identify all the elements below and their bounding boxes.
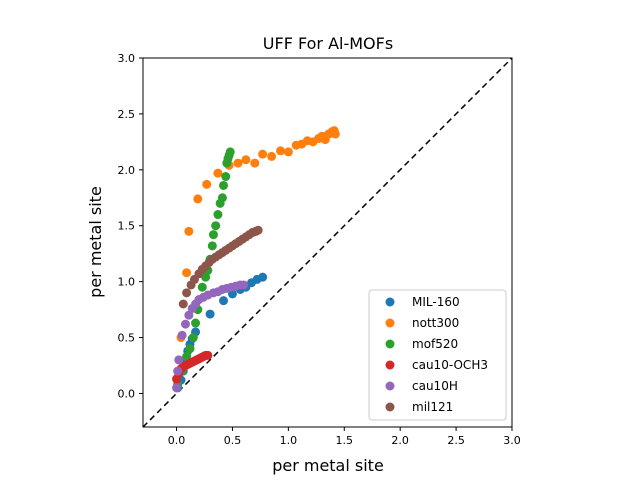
data-point xyxy=(283,147,293,157)
y-axis-label: per metal site xyxy=(86,186,105,298)
data-point xyxy=(197,282,207,292)
data-point xyxy=(185,344,195,354)
data-point xyxy=(258,149,268,159)
data-point xyxy=(219,296,229,306)
legend-marker xyxy=(385,318,395,328)
y-tick-label: 1.5 xyxy=(118,220,136,233)
data-point xyxy=(202,179,212,189)
data-point xyxy=(225,147,235,157)
parity-reference-line xyxy=(142,57,513,428)
plot-frame xyxy=(142,57,513,428)
legend-marker xyxy=(385,381,395,391)
data-point xyxy=(203,350,213,360)
axis-ticks: 0.0 0.5 1.0 1.5 2.0 2.5 3.0 0.0 0.5 1.0 1.5 2.0 2.5 3… xyxy=(118,52,521,447)
series-cau10H xyxy=(172,280,249,393)
data-point xyxy=(276,146,286,156)
y-tick-label: 2.0 xyxy=(118,164,136,177)
x-tick-label: 0.5 xyxy=(224,434,242,447)
data-point xyxy=(258,272,268,282)
y-tick-label: 2.5 xyxy=(118,108,136,121)
data-point xyxy=(177,330,187,340)
x-tick-label: 0.0 xyxy=(168,434,186,447)
data-point xyxy=(188,333,198,343)
legend-box xyxy=(368,289,507,421)
data-point xyxy=(239,280,249,290)
legend-marker xyxy=(385,360,395,370)
data-point xyxy=(221,172,231,182)
data-point xyxy=(182,288,192,298)
y-tick-label: 0.5 xyxy=(118,332,136,345)
series-mil121 xyxy=(178,225,263,309)
data-point xyxy=(182,352,192,362)
data-point xyxy=(208,230,218,240)
data-point xyxy=(213,210,223,220)
legend-marker xyxy=(385,297,395,307)
y-tick-label: 1.0 xyxy=(118,276,136,289)
data-point xyxy=(184,310,194,320)
data-point xyxy=(191,318,201,328)
x-axis-label: per metal site xyxy=(272,456,384,475)
data-point xyxy=(172,383,182,393)
data-point xyxy=(233,158,243,168)
data-point xyxy=(253,225,263,235)
x-tick-label: 2.5 xyxy=(447,434,465,447)
data-point xyxy=(182,268,192,278)
data-point xyxy=(180,319,190,329)
legend-label: nott300 xyxy=(412,316,459,330)
data-point xyxy=(250,158,260,168)
data-point xyxy=(211,221,221,231)
legend-marker xyxy=(385,402,395,412)
data-point xyxy=(217,193,227,203)
legend-marker xyxy=(385,339,395,349)
chart-marks xyxy=(142,57,513,428)
data-point xyxy=(193,194,203,204)
data-point xyxy=(267,151,277,161)
data-point xyxy=(205,309,215,319)
legend-label: MIL-160 xyxy=(412,295,460,309)
legend-label: cau10H xyxy=(412,379,458,393)
x-tick-label: 1.5 xyxy=(336,434,354,447)
legend-label: mof520 xyxy=(412,337,458,351)
data-point xyxy=(178,299,188,309)
chart-title: UFF For Al-MOFs xyxy=(263,34,393,53)
data-point xyxy=(173,366,183,376)
x-tick-label: 2.0 xyxy=(391,434,409,447)
legend-label: mil121 xyxy=(412,400,453,414)
data-point xyxy=(219,180,229,190)
data-point xyxy=(241,155,251,165)
data-point xyxy=(213,168,223,178)
y-tick-label: 3.0 xyxy=(118,52,136,65)
data-point xyxy=(184,226,194,236)
data-point xyxy=(227,289,237,299)
data-point xyxy=(330,129,340,139)
legend-label: cau10-OCH3 xyxy=(412,358,488,372)
data-point xyxy=(174,355,184,365)
chart-legend: MIL-160 nott300 mof520 cau10-OCH3 cau10H mil1… xyxy=(368,289,507,421)
data-point xyxy=(207,241,217,251)
x-tick-label: 3.0 xyxy=(503,434,521,447)
x-tick-label: 1.0 xyxy=(280,434,298,447)
y-tick-label: 0.0 xyxy=(118,387,136,400)
